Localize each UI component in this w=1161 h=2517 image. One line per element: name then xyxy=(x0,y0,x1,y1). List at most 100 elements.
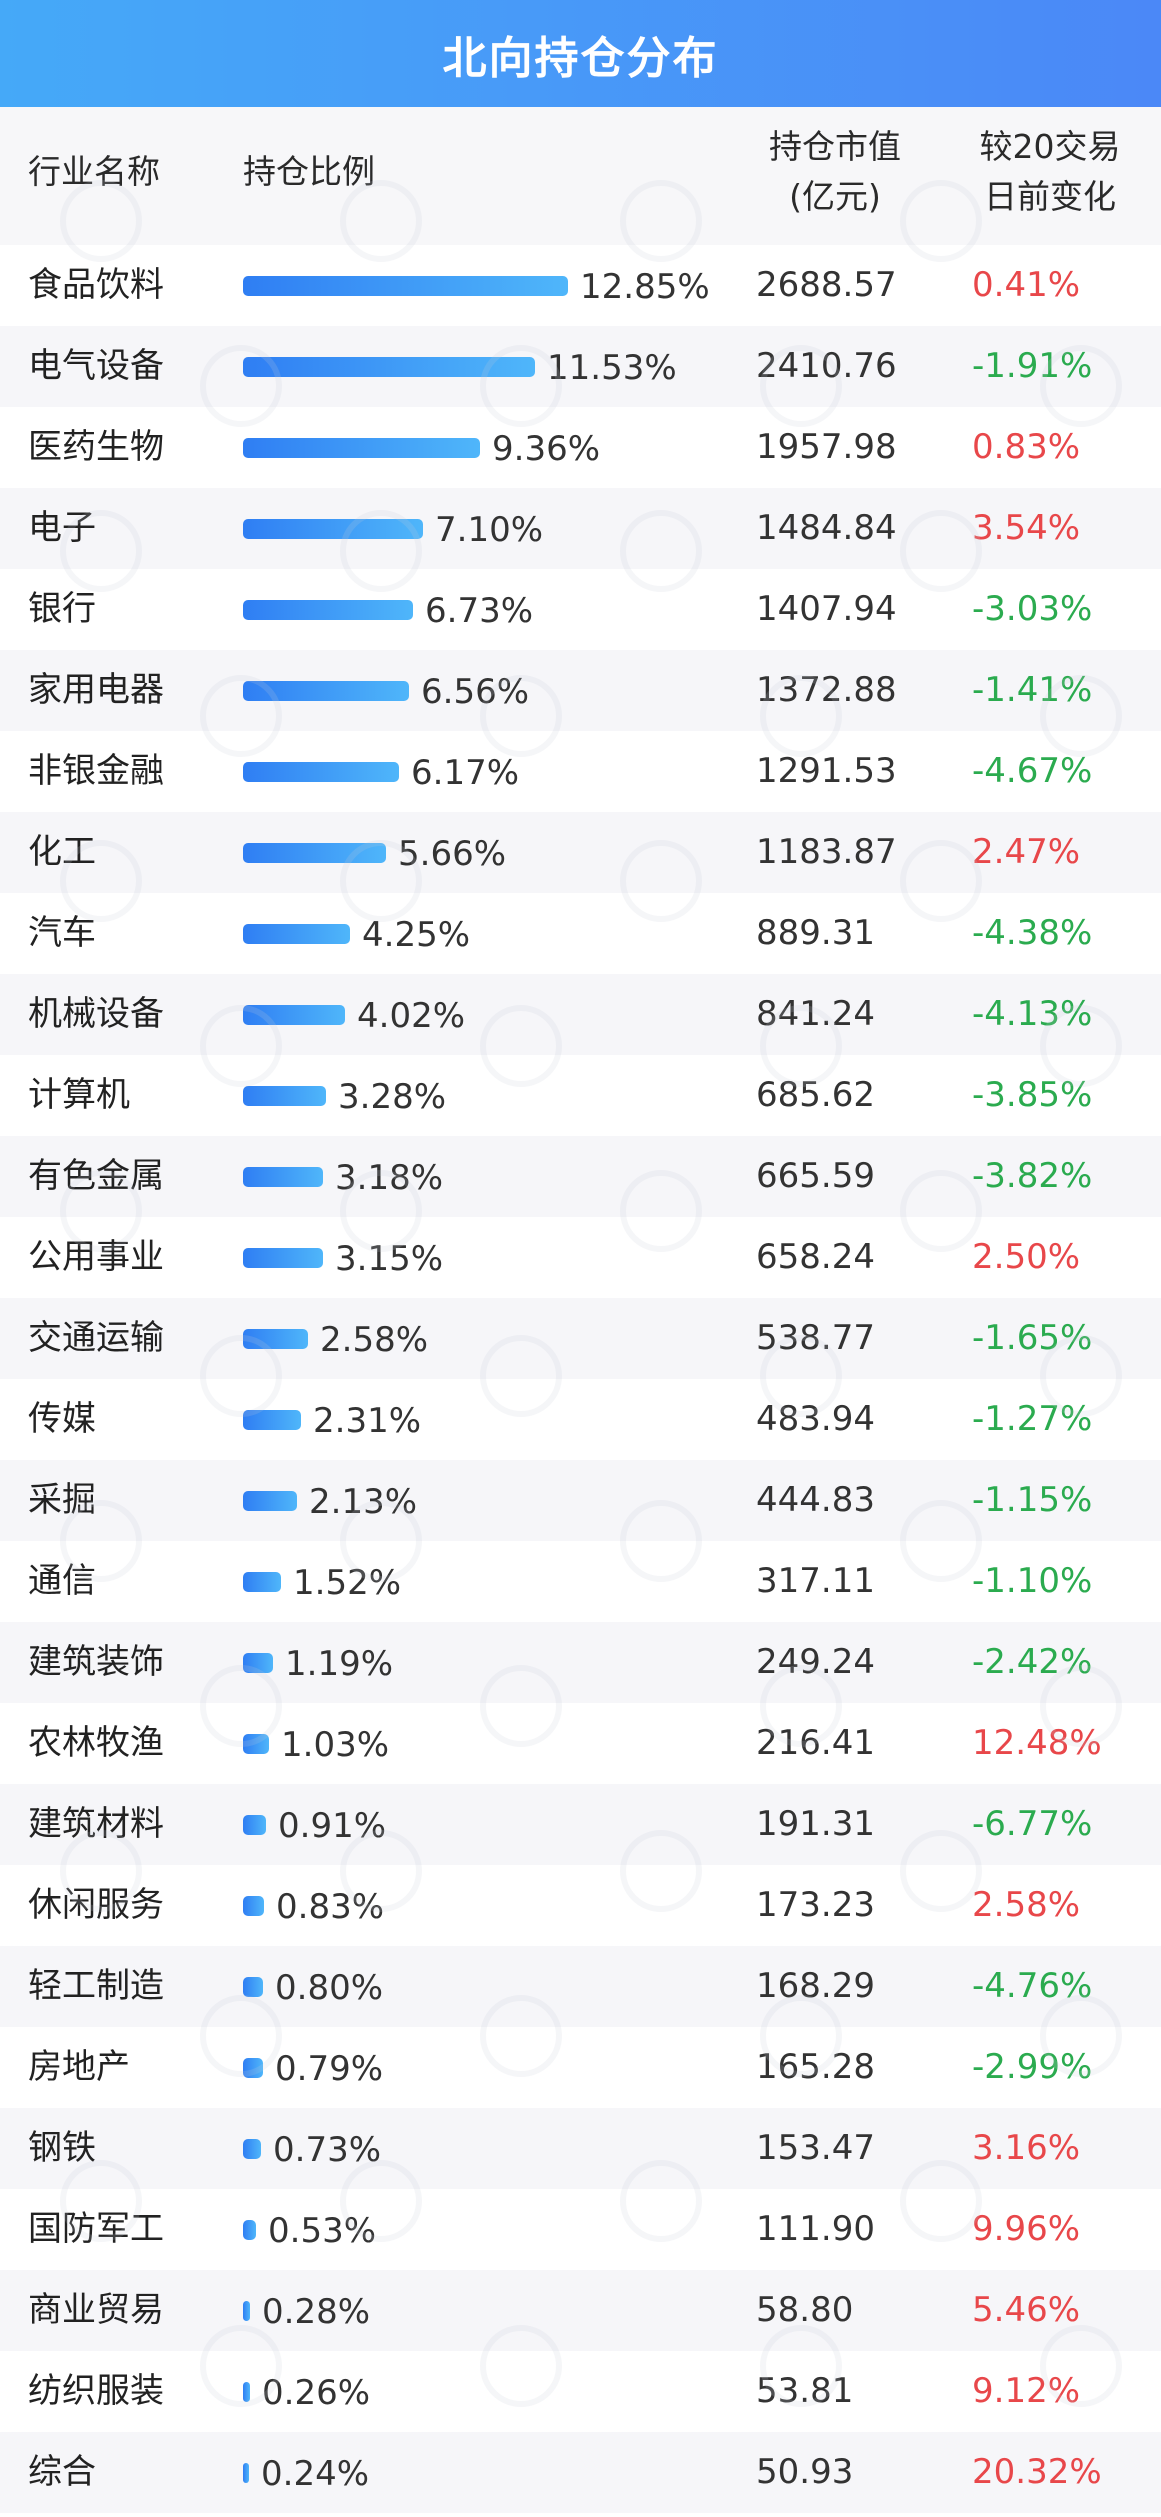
market-value: 841.24 xyxy=(756,994,875,1034)
column-header-change-line2: 日前变化 xyxy=(984,177,1116,216)
ratio-bar xyxy=(243,1248,323,1268)
table-row: 化工 5.66% 1183.87 2.47% xyxy=(0,812,1161,893)
industry-name: 汽车 xyxy=(28,913,96,953)
ratio-bar xyxy=(243,1653,273,1673)
table-row: 通信 1.52% 317.11 -1.10% xyxy=(0,1541,1161,1622)
industry-name: 非银金融 xyxy=(28,751,164,791)
ratio-bar xyxy=(243,1815,266,1835)
ratio-label: 12.85% xyxy=(580,267,710,307)
table-row: 钢铁 0.73% 153.47 3.16% xyxy=(0,2108,1161,2189)
market-value: 685.62 xyxy=(756,1075,875,1115)
ratio-label: 0.24% xyxy=(261,2454,370,2494)
ratio-bar xyxy=(243,2220,256,2240)
title-bar: 北向持仓分布 xyxy=(0,0,1161,107)
industry-name: 化工 xyxy=(28,832,96,872)
ratio-bar xyxy=(243,1329,308,1349)
market-value: 444.83 xyxy=(756,1480,875,1520)
table-row: 轻工制造 0.80% 168.29 -4.76% xyxy=(0,1946,1161,2027)
change-value: 9.96% xyxy=(972,2209,1081,2249)
ratio-label: 3.18% xyxy=(335,1158,444,1198)
change-value: -3.82% xyxy=(972,1156,1093,1196)
industry-name: 电子 xyxy=(28,508,96,548)
ratio-bar xyxy=(243,1086,326,1106)
column-header-value-line2: (亿元) xyxy=(789,177,881,216)
table-row: 传媒 2.31% 483.94 -1.27% xyxy=(0,1379,1161,1460)
ratio-label: 1.52% xyxy=(293,1563,402,1603)
ratio-label: 6.73% xyxy=(425,591,534,631)
ratio-bar xyxy=(243,1005,345,1025)
ratio-bar xyxy=(243,2382,250,2402)
market-value: 1183.87 xyxy=(756,832,897,872)
industry-name: 建筑材料 xyxy=(28,1804,164,1844)
market-value: 1484.84 xyxy=(756,508,897,548)
table-row: 电子 7.10% 1484.84 3.54% xyxy=(0,488,1161,569)
change-value: -1.27% xyxy=(972,1399,1093,1439)
ratio-label: 6.17% xyxy=(411,753,520,793)
industry-name: 轻工制造 xyxy=(28,1966,164,2006)
column-header-row: 行业名称 持仓比例 持仓市值 (亿元) 较20交易 日前变化 xyxy=(0,107,1161,245)
change-value: -3.85% xyxy=(972,1075,1093,1115)
change-value: 20.32% xyxy=(972,2452,1102,2492)
ratio-label: 4.25% xyxy=(362,915,471,955)
ratio-bar xyxy=(243,438,480,458)
industry-name: 公用事业 xyxy=(28,1237,164,1277)
industry-name: 家用电器 xyxy=(28,670,164,710)
industry-name: 银行 xyxy=(28,589,96,629)
table-row: 商业贸易 0.28% 58.80 5.46% xyxy=(0,2270,1161,2351)
ratio-label: 0.79% xyxy=(275,2049,384,2089)
ratio-label: 3.28% xyxy=(338,1077,447,1117)
table-row: 电气设备 11.53% 2410.76 -1.91% xyxy=(0,326,1161,407)
table-row: 食品饮料 12.85% 2688.57 0.41% xyxy=(0,245,1161,326)
market-value: 165.28 xyxy=(756,2047,875,2087)
ratio-label: 2.13% xyxy=(309,1482,418,1522)
industry-name: 采掘 xyxy=(28,1480,96,1520)
industry-name: 房地产 xyxy=(28,2047,130,2087)
table-row: 公用事业 3.15% 658.24 2.50% xyxy=(0,1217,1161,1298)
change-value: -1.91% xyxy=(972,346,1093,386)
change-value: -1.10% xyxy=(972,1561,1093,1601)
table-row: 计算机 3.28% 685.62 -3.85% xyxy=(0,1055,1161,1136)
market-value: 153.47 xyxy=(756,2128,875,2168)
ratio-label: 0.83% xyxy=(276,1887,385,1927)
change-value: -4.67% xyxy=(972,751,1093,791)
column-header-value-line1: 持仓市值 xyxy=(769,127,901,166)
change-value: 0.41% xyxy=(972,265,1081,305)
ratio-bar xyxy=(243,1491,297,1511)
change-value: 5.46% xyxy=(972,2290,1081,2330)
industry-name: 机械设备 xyxy=(28,994,164,1034)
market-value: 1407.94 xyxy=(756,589,897,629)
market-value: 538.77 xyxy=(756,1318,875,1358)
industry-name: 有色金属 xyxy=(28,1156,164,1196)
ratio-bar xyxy=(243,600,413,620)
change-value: 3.16% xyxy=(972,2128,1081,2168)
industry-name: 钢铁 xyxy=(28,2128,96,2168)
industry-name: 电气设备 xyxy=(28,346,164,386)
change-value: -2.99% xyxy=(972,2047,1093,2087)
ratio-label: 5.66% xyxy=(398,834,507,874)
table-row: 非银金融 6.17% 1291.53 -4.67% xyxy=(0,731,1161,812)
change-value: -4.13% xyxy=(972,994,1093,1034)
table-row: 国防军工 0.53% 111.90 9.96% xyxy=(0,2189,1161,2270)
change-value: -1.41% xyxy=(972,670,1093,710)
table-row: 建筑装饰 1.19% 249.24 -2.42% xyxy=(0,1622,1161,1703)
ratio-bar xyxy=(243,1167,323,1187)
change-value: -1.65% xyxy=(972,1318,1093,1358)
table-row: 农林牧渔 1.03% 216.41 12.48% xyxy=(0,1703,1161,1784)
change-value: 2.58% xyxy=(972,1885,1081,1925)
market-value: 249.24 xyxy=(756,1642,875,1682)
industry-name: 医药生物 xyxy=(28,427,164,467)
industry-name: 通信 xyxy=(28,1561,96,1601)
change-value: 3.54% xyxy=(972,508,1081,548)
market-value: 1957.98 xyxy=(756,427,897,467)
column-header-industry: 行业名称 xyxy=(28,152,160,191)
change-value: -2.42% xyxy=(972,1642,1093,1682)
market-value: 658.24 xyxy=(756,1237,875,1277)
industry-name: 交通运输 xyxy=(28,1318,164,1358)
market-value: 317.11 xyxy=(756,1561,875,1601)
industry-name: 食品饮料 xyxy=(28,265,164,305)
change-value: 12.48% xyxy=(972,1723,1102,1763)
ratio-label: 0.91% xyxy=(278,1806,387,1846)
table-row: 家用电器 6.56% 1372.88 -1.41% xyxy=(0,650,1161,731)
market-value: 2410.76 xyxy=(756,346,897,386)
market-value: 2688.57 xyxy=(756,265,897,305)
